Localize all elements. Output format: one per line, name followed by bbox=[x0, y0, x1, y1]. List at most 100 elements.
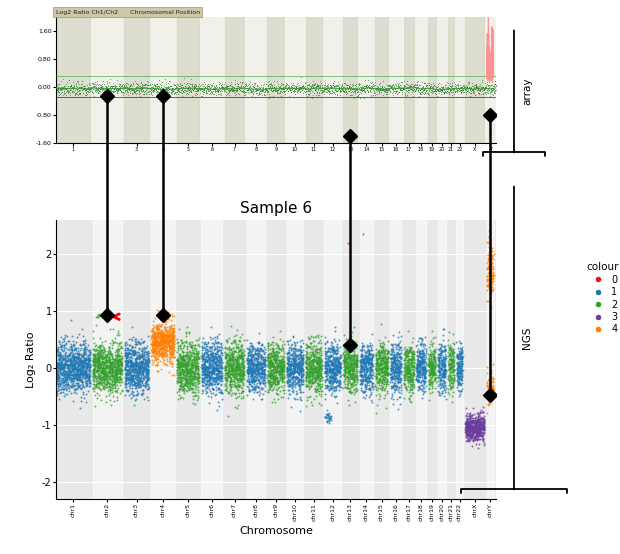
Point bbox=[128, 348, 138, 357]
Point bbox=[437, 360, 447, 368]
Point bbox=[390, 84, 400, 93]
Point bbox=[191, 86, 201, 95]
Point bbox=[234, 377, 244, 386]
Text: array: array bbox=[522, 78, 532, 105]
Point bbox=[357, 82, 367, 91]
Point bbox=[302, 354, 312, 363]
Point bbox=[294, 361, 304, 370]
Point bbox=[92, 84, 102, 93]
Point bbox=[76, 83, 86, 91]
Point bbox=[374, 88, 384, 96]
Point bbox=[268, 378, 278, 387]
Point bbox=[272, 86, 282, 95]
Point bbox=[206, 362, 216, 371]
Point bbox=[272, 355, 281, 364]
Point bbox=[417, 345, 427, 354]
Point bbox=[211, 362, 221, 371]
Point bbox=[157, 329, 167, 338]
Point bbox=[217, 81, 227, 90]
Point bbox=[366, 81, 376, 90]
Point bbox=[76, 367, 86, 376]
Point bbox=[72, 366, 82, 375]
Point bbox=[303, 396, 312, 404]
Point bbox=[72, 374, 82, 383]
Point bbox=[169, 81, 179, 90]
Point bbox=[154, 325, 164, 334]
Point bbox=[365, 371, 375, 379]
Point bbox=[160, 348, 170, 357]
Point bbox=[321, 358, 330, 367]
Point bbox=[293, 376, 303, 384]
Point bbox=[87, 79, 97, 88]
Point bbox=[456, 373, 466, 382]
Point bbox=[348, 322, 358, 331]
Point bbox=[304, 353, 314, 362]
Point bbox=[255, 368, 265, 377]
Point bbox=[81, 370, 91, 378]
Point bbox=[306, 363, 316, 372]
Point bbox=[379, 363, 389, 372]
Point bbox=[162, 83, 172, 92]
Point bbox=[54, 394, 64, 403]
Point bbox=[288, 373, 298, 382]
Point bbox=[371, 362, 381, 371]
Point bbox=[311, 366, 321, 375]
Point bbox=[126, 84, 136, 93]
Point bbox=[349, 355, 359, 363]
Point bbox=[430, 332, 440, 341]
Point bbox=[56, 345, 66, 353]
Point bbox=[77, 360, 87, 368]
Point bbox=[321, 347, 330, 356]
Point bbox=[423, 378, 433, 387]
Point bbox=[287, 373, 297, 382]
Point bbox=[397, 85, 407, 94]
Point bbox=[85, 372, 95, 381]
Point bbox=[235, 372, 245, 381]
Point bbox=[335, 361, 345, 370]
Point bbox=[177, 366, 187, 375]
Point bbox=[359, 81, 369, 90]
Point bbox=[215, 83, 224, 92]
Point bbox=[365, 375, 374, 383]
Point bbox=[404, 369, 414, 378]
Point bbox=[329, 367, 339, 376]
Point bbox=[98, 353, 108, 362]
Point bbox=[146, 340, 156, 348]
Point bbox=[113, 350, 123, 359]
Point bbox=[395, 81, 405, 90]
Point bbox=[326, 341, 336, 350]
Point bbox=[275, 356, 285, 365]
Point bbox=[177, 368, 187, 377]
Point bbox=[358, 357, 368, 366]
Point bbox=[463, 418, 472, 427]
Point bbox=[274, 361, 284, 370]
Point bbox=[115, 343, 125, 352]
Point bbox=[266, 381, 276, 389]
Point bbox=[224, 366, 234, 375]
Point bbox=[349, 366, 359, 375]
Point bbox=[463, 427, 472, 436]
Point bbox=[301, 393, 311, 402]
Point bbox=[73, 366, 83, 375]
Point bbox=[279, 87, 289, 96]
Point bbox=[97, 346, 107, 355]
Point bbox=[308, 370, 317, 378]
Point bbox=[221, 86, 231, 95]
Point bbox=[94, 84, 104, 93]
Point bbox=[324, 85, 334, 94]
Point bbox=[197, 377, 207, 386]
Point bbox=[259, 342, 269, 351]
Point bbox=[223, 359, 232, 368]
Point bbox=[185, 347, 195, 356]
Point bbox=[264, 381, 274, 389]
Point bbox=[420, 361, 430, 370]
Point bbox=[125, 368, 135, 377]
Point bbox=[82, 358, 92, 367]
Point bbox=[248, 384, 258, 393]
Point bbox=[162, 330, 172, 338]
Point bbox=[348, 337, 358, 346]
Point bbox=[181, 377, 191, 386]
Point bbox=[316, 79, 326, 88]
Point bbox=[198, 375, 208, 383]
Point bbox=[164, 336, 174, 345]
